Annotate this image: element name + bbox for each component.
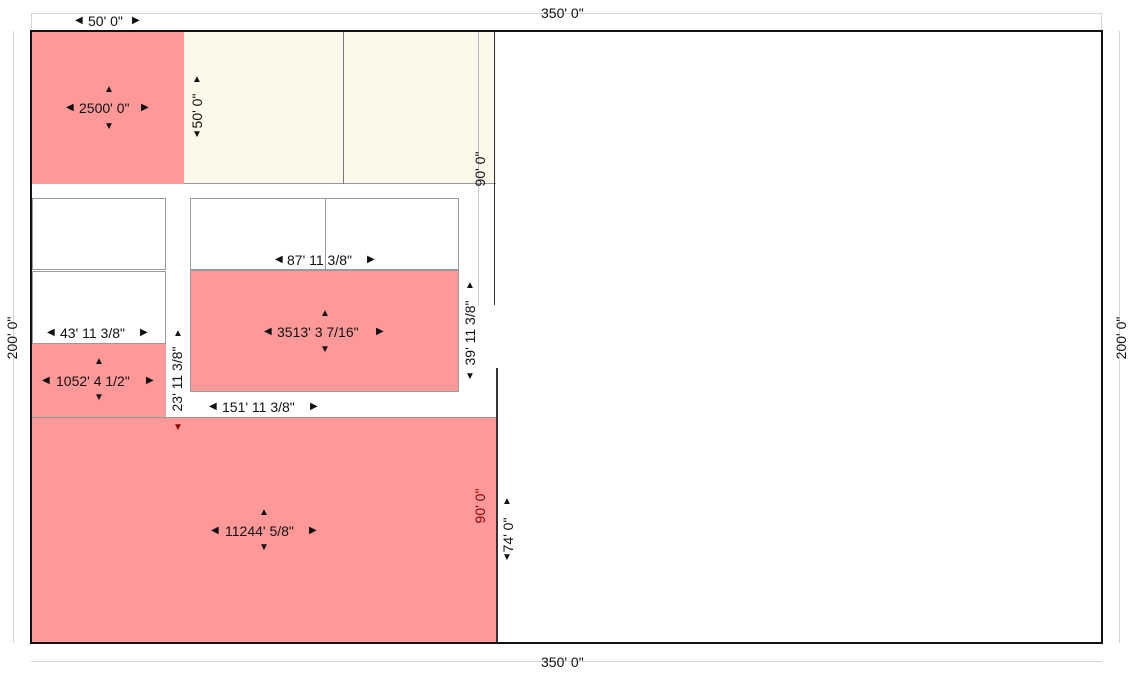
arrow-right-icon: ▶ bbox=[140, 327, 148, 338]
arrow-up-icon: ▲ bbox=[502, 496, 512, 507]
arrow-down-icon: ▼ bbox=[320, 344, 330, 355]
arrow-down-icon: ▼ bbox=[104, 121, 114, 132]
dim-left-small-width[interactable]: 43' 11 3/8" bbox=[60, 325, 125, 341]
left-extension-line bbox=[13, 31, 14, 643]
room-mid-upper-left[interactable] bbox=[190, 198, 326, 270]
dim-bottom-overall[interactable]: 350' 0" bbox=[541, 654, 584, 670]
room-bottom-large[interactable] bbox=[32, 417, 496, 642]
arrow-left-icon: ◀ bbox=[275, 254, 283, 265]
cream-divider-1 bbox=[343, 32, 344, 184]
right-extension-line bbox=[1119, 31, 1120, 643]
arrow-up-icon: ▲ bbox=[173, 328, 183, 339]
arrow-right-icon: ▶ bbox=[367, 254, 375, 265]
dim-lower-wall-width[interactable]: 151' 11 3/8" bbox=[222, 399, 295, 415]
dim-top-left-width[interactable]: 50' 0" bbox=[88, 13, 123, 29]
arrow-down-icon: ▼ bbox=[192, 129, 202, 140]
arrow-up-icon: ▲ bbox=[94, 356, 104, 367]
arrow-left-icon: ◀ bbox=[47, 327, 55, 338]
arrow-right-icon: ▶ bbox=[132, 15, 140, 26]
arrow-down-icon: ▼ bbox=[173, 422, 183, 433]
arrow-up-icon: ▲ bbox=[259, 507, 269, 518]
area-bottom-large[interactable]: 11244' 5/8" bbox=[225, 523, 294, 539]
dim-right-overall[interactable]: 200' 0" bbox=[1113, 316, 1129, 360]
arrow-down-icon: ▼ bbox=[502, 552, 512, 563]
cream-right-wall bbox=[494, 32, 495, 305]
arrow-right-icon: ▶ bbox=[309, 525, 317, 536]
dim-left-overall[interactable]: 200' 0" bbox=[4, 316, 20, 360]
room-middle[interactable] bbox=[190, 270, 459, 392]
dim-bottom-room-height-red[interactable]: 90' 0" bbox=[472, 488, 488, 524]
room-top-left[interactable] bbox=[32, 32, 184, 184]
top-ext-tick-right bbox=[1101, 13, 1102, 31]
cream-divider-2 bbox=[478, 32, 479, 184]
arrow-left-icon: ◀ bbox=[75, 15, 83, 26]
arrow-left-icon: ◀ bbox=[66, 102, 74, 113]
corridor-wall-right bbox=[478, 184, 479, 306]
arrow-left-icon: ◀ bbox=[211, 525, 219, 536]
area-left-small[interactable]: 1052' 4 1/2" bbox=[56, 373, 130, 389]
dim-upper-wall-height[interactable]: 90' 0" bbox=[472, 151, 488, 187]
arrow-up-icon: ▲ bbox=[104, 84, 114, 95]
arrow-down-icon: ▼ bbox=[259, 542, 269, 553]
dim-mid-room-height[interactable]: 39' 11 3/8" bbox=[462, 300, 478, 366]
room-left-small[interactable] bbox=[32, 344, 166, 417]
arrow-left-icon: ◀ bbox=[42, 375, 50, 386]
dim-mid-room-width[interactable]: 87' 11 3/8" bbox=[287, 252, 352, 268]
arrow-left-icon: ◀ bbox=[264, 326, 272, 337]
arrow-up-icon: ▲ bbox=[465, 280, 475, 291]
arrow-right-icon: ▶ bbox=[376, 326, 384, 337]
lot-boundary[interactable] bbox=[30, 30, 1103, 644]
arrow-up-icon: ▲ bbox=[192, 74, 202, 85]
room-mid-upper-right[interactable] bbox=[325, 198, 459, 270]
arrow-down-icon: ▼ bbox=[465, 371, 475, 382]
arrow-up-icon: ▲ bbox=[320, 308, 330, 319]
top-ext-tick-left bbox=[31, 13, 32, 31]
room-left-upper[interactable] bbox=[32, 198, 166, 270]
arrow-left-icon: ◀ bbox=[209, 401, 217, 412]
area-top-left[interactable]: 2500' 0" bbox=[79, 100, 130, 116]
room-top-cream[interactable] bbox=[184, 32, 496, 184]
arrow-down-icon: ▼ bbox=[94, 392, 104, 403]
arrow-right-icon: ▶ bbox=[310, 401, 318, 412]
area-middle[interactable]: 3513' 3 7/16" bbox=[277, 324, 359, 340]
arrow-right-icon: ▶ bbox=[141, 102, 149, 113]
dim-top-overall[interactable]: 350' 0" bbox=[541, 5, 584, 21]
bottom-extension-line bbox=[31, 661, 1102, 662]
bottom-room-right-wall bbox=[496, 368, 498, 642]
dim-corridor-height[interactable]: 23' 11 3/8" bbox=[169, 346, 185, 412]
arrow-right-icon: ▶ bbox=[146, 375, 154, 386]
room-left-middle[interactable] bbox=[32, 271, 166, 344]
top-extension-line bbox=[31, 13, 1102, 14]
